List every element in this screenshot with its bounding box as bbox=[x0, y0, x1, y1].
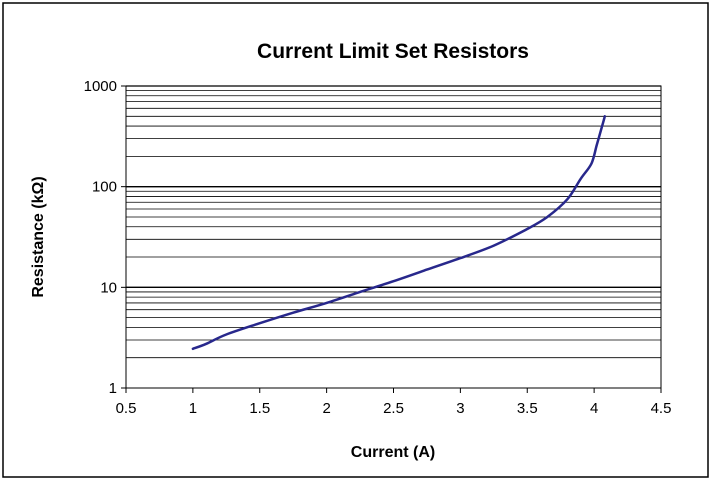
x-tick-label: 4.5 bbox=[651, 400, 672, 417]
series-line bbox=[191, 115, 607, 351]
y-tick-label: 1000 bbox=[84, 78, 117, 95]
series-layer bbox=[191, 115, 607, 351]
chart-border bbox=[2, 2, 709, 478]
x-tick-label: 2 bbox=[322, 400, 330, 417]
x-tick-label: 4 bbox=[590, 400, 598, 417]
x-tick-label: 1.5 bbox=[249, 400, 270, 417]
x-tick-label: 1 bbox=[189, 400, 197, 417]
x-tick-label: 3 bbox=[456, 400, 464, 417]
y-tick-label: 100 bbox=[92, 179, 117, 196]
y-tick-label: 1 bbox=[109, 380, 117, 397]
x-tick-label: 2.5 bbox=[383, 400, 404, 417]
chart-title: Current Limit Set Resistors bbox=[257, 40, 529, 63]
x-axis-label: Current (A) bbox=[351, 444, 435, 461]
y-axis-label: Resistance (kΩ) bbox=[30, 176, 47, 297]
axes: 0.5 1 1.5 2 2.5 3 3.5 4 4.5 1 10 100 1000 bbox=[84, 78, 672, 417]
y-tick-label: 10 bbox=[100, 279, 117, 296]
x-tick-label: 0.5 bbox=[116, 400, 137, 417]
x-tick-label: 3.5 bbox=[517, 400, 538, 417]
